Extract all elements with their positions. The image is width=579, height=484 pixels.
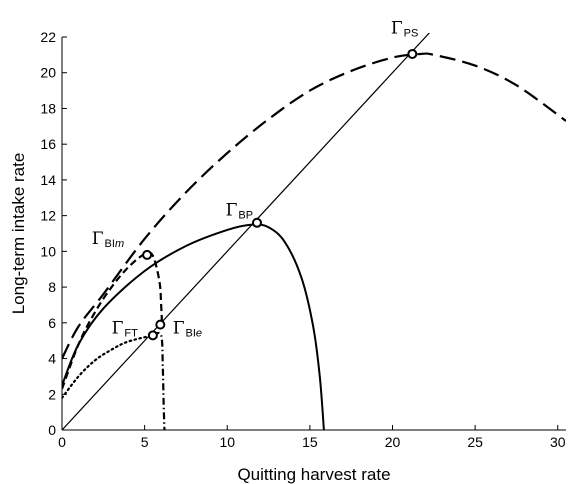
annotation-bp: ΓBP	[226, 201, 253, 222]
y-tick-label: 6	[48, 315, 56, 331]
annotation-subscript: PS	[404, 27, 419, 39]
x-tick-label: 10	[219, 434, 235, 450]
annotation-bie: ΓBIe	[173, 319, 202, 340]
annotation-ft: ΓFT	[112, 319, 139, 340]
y-tick-label: 18	[40, 100, 56, 116]
marker-ft	[147, 330, 158, 341]
y-axis-label: Long-term intake rate	[9, 153, 28, 315]
annotation-subscript-italic: m	[115, 238, 124, 250]
y-tick-label: 16	[40, 136, 56, 152]
series-1-dashed-long	[62, 52, 566, 360]
series-layer	[62, 33, 566, 430]
x-tick-label: 5	[141, 434, 149, 450]
annotation-subscript: BIe	[186, 328, 203, 340]
markers-layer	[142, 48, 418, 341]
y-tick-label: 8	[48, 279, 56, 295]
annotation-subscript: BP	[238, 210, 253, 222]
y-tick-label: 10	[40, 243, 56, 259]
marker-ps	[407, 48, 418, 59]
series-0-solid	[62, 33, 431, 430]
y-tick-label: 4	[48, 351, 56, 367]
annotations-layer: ΓPS ΓBP ΓBIm ΓFT ΓBIe	[92, 18, 419, 339]
series-2-solid	[62, 223, 325, 430]
series-3-dashed	[62, 251, 164, 390]
y-tick-label: 20	[40, 65, 56, 81]
y-tick-label: 12	[40, 208, 56, 224]
annotation-bim: ΓBIm	[92, 229, 124, 250]
axes: 0 5 10 15 20 25 30 0 2 4 6 8 10 12 14 16 18 20 22	[40, 29, 566, 450]
series-4-dotted	[62, 334, 154, 399]
marker-bp	[251, 217, 262, 228]
y-tick-label: 22	[40, 29, 56, 45]
x-tick-label: 0	[58, 434, 66, 450]
x-tick-label: 15	[302, 434, 318, 450]
y-tick-label: 0	[48, 422, 56, 438]
marker-bim	[142, 249, 153, 260]
annotation-ps: ΓPS	[391, 18, 418, 39]
x-tick-label: 25	[467, 434, 483, 450]
annotation-subscript: FT	[124, 328, 138, 340]
marker-bie	[155, 319, 166, 330]
series-5-dash-dot	[152, 331, 166, 430]
x-tick-label: 20	[385, 434, 401, 450]
x-axis-label: Quitting harvest rate	[237, 465, 390, 484]
y-tick-label: 14	[40, 172, 56, 188]
annotation-subscript: BIm	[105, 238, 125, 250]
y-tick-label: 2	[48, 386, 56, 402]
annotation-subscript-italic: e	[196, 328, 202, 340]
x-tick-label: 30	[550, 434, 566, 450]
